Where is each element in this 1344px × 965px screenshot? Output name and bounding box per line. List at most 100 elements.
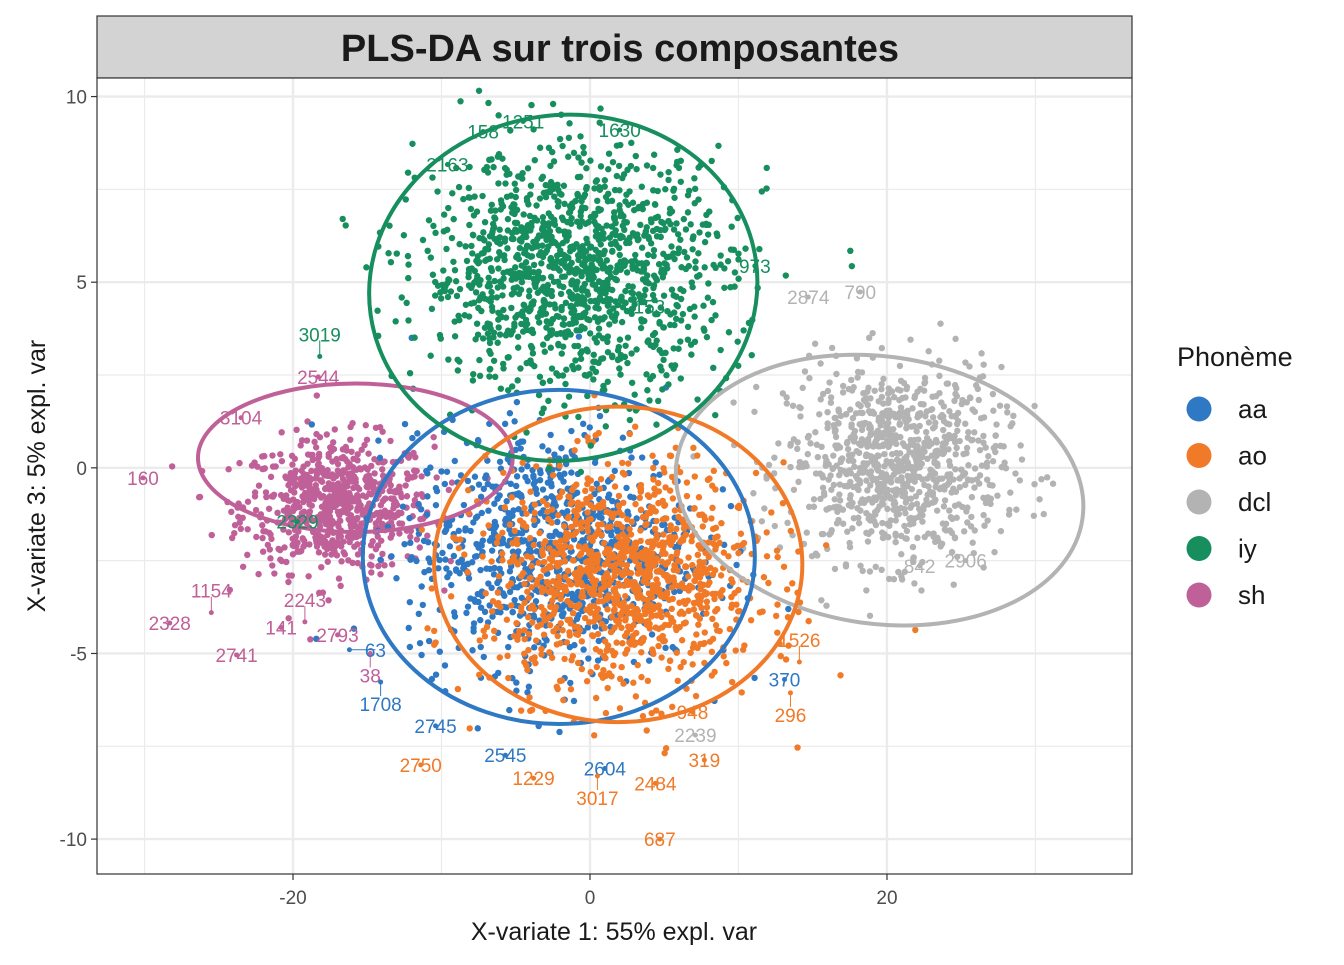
point-ao <box>723 660 729 666</box>
point-sh <box>316 549 322 555</box>
point-sh <box>196 494 202 500</box>
point-aa <box>669 644 675 650</box>
point-dcl <box>866 513 872 519</box>
point-sh <box>225 466 231 472</box>
point-aa <box>509 609 515 615</box>
point-iy <box>715 143 721 149</box>
point-sh <box>305 573 311 579</box>
point-ao <box>480 627 486 633</box>
point-iy <box>673 316 679 322</box>
point-ao <box>688 538 694 544</box>
point-iy <box>489 304 495 310</box>
point-aa <box>444 469 450 475</box>
point-iy <box>665 177 671 183</box>
point-iy <box>437 289 443 295</box>
point-sh <box>268 536 274 542</box>
point-ao <box>669 584 675 590</box>
point-label-iy: 2329 <box>276 513 318 534</box>
point-iy <box>676 165 682 171</box>
point-ao <box>685 573 691 579</box>
point-iy <box>539 242 545 248</box>
point-ao <box>592 432 598 438</box>
point-iy <box>591 298 597 304</box>
point-aa <box>388 553 394 559</box>
point-sh <box>277 556 283 562</box>
point-sh <box>340 549 346 555</box>
point-ao <box>773 613 779 619</box>
point-iy <box>491 278 497 284</box>
point-dcl <box>911 423 917 429</box>
point-iy <box>740 327 746 333</box>
point-iy <box>586 317 592 323</box>
point-ao <box>602 655 608 661</box>
point-ao <box>502 504 508 510</box>
point-sh <box>291 503 297 509</box>
point-dcl <box>880 443 886 449</box>
point-dcl <box>1017 442 1023 448</box>
point-sh <box>286 498 292 504</box>
point-ao <box>704 604 710 610</box>
point-ao <box>626 610 632 616</box>
point-ao <box>589 632 595 638</box>
point-iy <box>734 215 740 221</box>
point-ao <box>504 617 510 623</box>
point-dcl <box>928 407 934 413</box>
point-iy <box>498 385 504 391</box>
point-sh <box>338 558 344 564</box>
point-aa <box>522 474 528 480</box>
point-label-ao: 687 <box>644 830 676 851</box>
point-ao <box>528 563 534 569</box>
point-ao <box>716 540 722 546</box>
point-aa <box>540 486 546 492</box>
point-dcl <box>950 486 956 492</box>
point-aa <box>596 514 602 520</box>
point-ao <box>714 627 720 633</box>
point-dcl <box>884 506 890 512</box>
point-ao <box>520 522 526 528</box>
point-ao <box>690 445 696 451</box>
point-ao <box>741 540 747 546</box>
point-aa <box>400 503 406 509</box>
point-ao <box>784 586 790 592</box>
point-iy <box>515 344 521 350</box>
point-ao <box>702 629 708 635</box>
point-ao <box>837 672 843 678</box>
point-aa <box>556 729 562 735</box>
point-dcl <box>901 409 907 415</box>
point-iy <box>742 245 748 251</box>
point-iy <box>606 150 612 156</box>
point-dcl <box>772 523 778 529</box>
point-iy <box>549 316 555 322</box>
point-ao <box>591 732 597 738</box>
point-aa <box>624 508 630 514</box>
point-dcl <box>924 492 930 498</box>
point-iy <box>695 250 701 256</box>
point-ao <box>529 619 535 625</box>
point-ao <box>587 494 593 500</box>
point-iy <box>538 249 544 255</box>
point-sh <box>313 482 319 488</box>
point-aa <box>377 455 383 461</box>
point-iy <box>440 267 446 273</box>
point-dcl <box>980 433 986 439</box>
point-iy <box>547 163 553 169</box>
point-iy <box>597 294 603 300</box>
point-aa <box>628 454 634 460</box>
point-sh <box>318 564 324 570</box>
point-iy <box>592 335 598 341</box>
point-ao <box>684 479 690 485</box>
point-dcl <box>946 421 952 427</box>
point-iy <box>584 305 590 311</box>
point-dcl <box>834 520 840 526</box>
point-sh <box>351 543 357 549</box>
point-ao <box>547 613 553 619</box>
point-iy <box>578 356 584 362</box>
point-sh <box>410 450 416 456</box>
point-iy <box>363 264 369 270</box>
point-aa <box>472 598 478 604</box>
point-dcl <box>916 423 922 429</box>
point-ao <box>489 608 495 614</box>
point-dcl <box>806 433 812 439</box>
point-iy <box>675 303 681 309</box>
point-ao <box>640 635 646 641</box>
